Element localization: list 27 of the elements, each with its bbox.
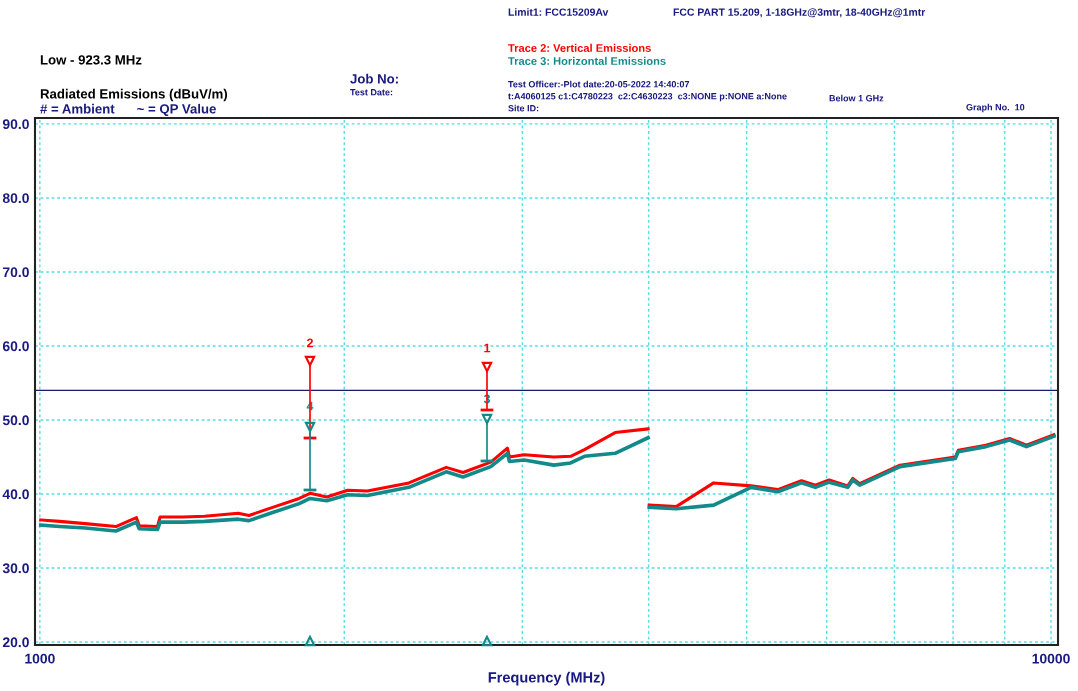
y-tick-label: 30.0 (2, 563, 29, 574)
annotation: 2 (306, 338, 313, 348)
text: Trace 2: Vertical Emissions (508, 43, 651, 52)
y-tick-label: 20.0 (2, 637, 29, 648)
text: Test Officer:-Plot date:20-05-2022 14:40:07 (508, 80, 690, 88)
x-tick-label: 10000 (1032, 653, 1070, 664)
text: t:A4060125 c1:C4780223 c2:C4630223 c3:NONE p:NONE a:None (508, 93, 787, 102)
chart-title: Radiated Emissions (dBuV/m) (40, 88, 228, 102)
y-tick-label: 40.0 (2, 489, 29, 500)
text: Below 1 GHz (829, 94, 884, 102)
text: Limit1: FCC15209Av (508, 8, 609, 16)
text: Job No: (350, 73, 398, 84)
text: Site ID: (508, 104, 539, 112)
y-tick-label: 60.0 (2, 341, 29, 352)
y-tick-label: 80.0 (2, 193, 29, 204)
chart-subtitle: Low - 923.3 MHz (40, 55, 142, 65)
annotation: 1 (484, 343, 491, 353)
x-axis-title: Frequency (MHz) (488, 671, 605, 686)
text: Test Date: (350, 89, 393, 96)
y-tick-label: 50.0 (2, 415, 29, 426)
text: Graph No. 10 (966, 103, 1025, 113)
y-tick-label: 90.0 (2, 119, 29, 130)
x-tick-label: 1000 (25, 653, 55, 664)
text: FCC PART 15.209, 1-18GHz@3mtr, 18-40GHz@1mtr (673, 8, 926, 18)
text: # = Ambient ~ = QP Value (40, 103, 216, 117)
y-tick-label: 70.0 (3, 267, 29, 278)
text: Trace 3: Horizontal Emissions (508, 56, 666, 65)
